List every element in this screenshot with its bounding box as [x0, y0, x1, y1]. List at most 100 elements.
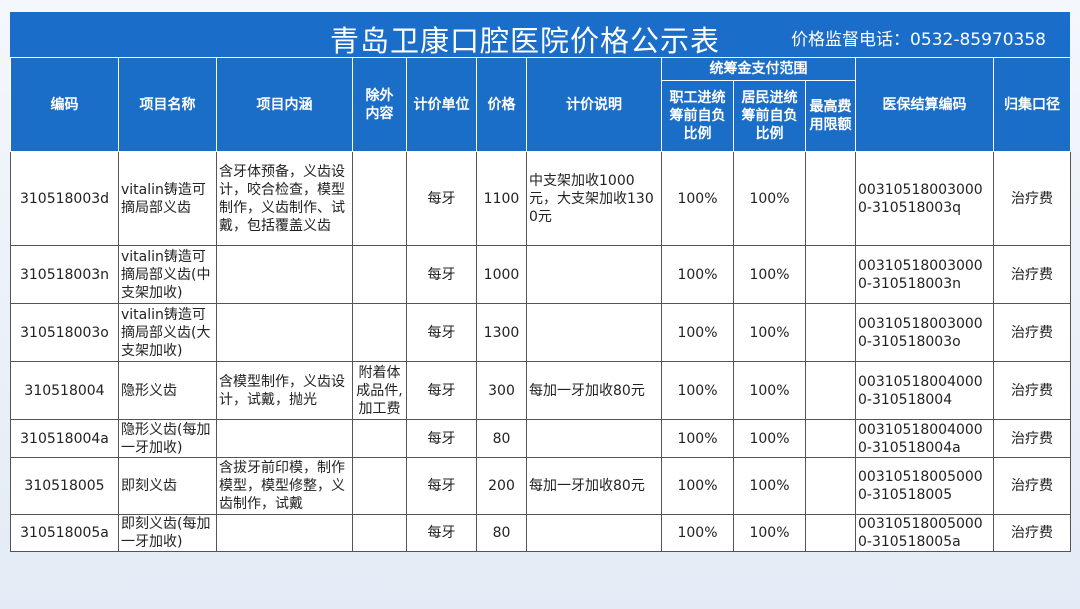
cell: 100% — [733, 457, 806, 515]
title: 青岛卫康口腔医院价格公示表 — [330, 24, 721, 58]
cell: 每加一牙加收80元 — [526, 361, 662, 420]
table-row: 310518003o vitalin铸造可摘局部义齿(大支架加收) 每牙 1300 10… — [10, 303, 1071, 362]
cell: 100% — [733, 514, 806, 552]
table-row: 310518005a 即刻义齿(每加一牙加收) 每牙 80 100% 100% 003105… — [10, 514, 1071, 552]
column-header: 归集口径 — [993, 57, 1071, 152]
column-header: 职工进统筹前自负比例 — [661, 80, 734, 152]
cell: 每加一牙加收80元 — [526, 457, 662, 515]
column-header: 计价说明 — [526, 57, 662, 152]
table-row: 310518003n vitalin铸造可摘局部义齿(中支架加收) 每牙 1000 10… — [10, 245, 1071, 304]
price-table: 编码 项目名称 项目内涵 除外内容 计价单位 价格 计价说明 统筹金支付范围 医保结算编码 归集口… — [10, 57, 1071, 552]
cell: 100% — [661, 245, 734, 304]
header-row: 职工进统筹前自负比例 居民进统筹前自负比例 最高费用限额 — [11, 80, 1071, 152]
cell: 100% — [661, 361, 734, 420]
table-row: 310518005 即刻义齿 含拔牙前印模，制作模型，模型修整，义齿制作，试戴 每牙 2… — [10, 457, 1071, 515]
cell: 含牙体预备，义齿设计，咬合检查，模型制作，义齿制作、试戴，包括覆盖义齿 — [216, 151, 353, 246]
cell — [352, 419, 407, 458]
cell: 治疗费 — [993, 151, 1071, 246]
cell: 100% — [733, 303, 806, 362]
cell: 隐形义齿 — [118, 361, 217, 420]
cell — [526, 303, 662, 362]
cell: 100% — [733, 419, 806, 458]
cell — [352, 303, 407, 362]
cell: 每牙 — [406, 303, 477, 362]
cell — [216, 303, 353, 362]
cell — [216, 514, 353, 552]
cell: 1100 — [476, 151, 527, 246]
cell: 含拔牙前印模，制作模型，模型修整，义齿制作，试戴 — [216, 457, 353, 515]
cell: 含模型制作，义齿设计，试戴，抛光 — [216, 361, 353, 420]
header-row: 编码 项目名称 项目内涵 除外内容 计价单位 价格 计价说明 统筹金支付范围 医保结算编码 归集口… — [10, 57, 1071, 152]
cell: 100% — [661, 514, 734, 552]
cell: 100% — [661, 419, 734, 458]
cell: 100% — [733, 361, 806, 420]
cell — [526, 245, 662, 304]
cell: 100% — [661, 303, 734, 362]
cell: 1300 — [476, 303, 527, 362]
cell: 即刻义齿 — [118, 457, 217, 515]
cell: vitalin铸造可摘局部义齿(大支架加收) — [118, 303, 217, 362]
cell — [805, 514, 856, 552]
cell: 1000 — [476, 245, 527, 304]
column-header: 计价单位 — [406, 57, 477, 152]
cell: 003105180040000-310518004 — [855, 361, 994, 420]
cell: 310518005a — [10, 514, 119, 552]
cell: 隐形义齿(每加一牙加收) — [118, 419, 217, 458]
table-row: 310518004a 隐形义齿(每加一牙加收) 每牙 80 100% 100% 003105… — [10, 419, 1071, 458]
cell: 100% — [661, 457, 734, 515]
column-header: 编码 — [10, 57, 119, 152]
cell — [805, 361, 856, 420]
cell: 003105180030000-310518003n — [855, 245, 994, 304]
column-header: 居民进统筹前自负比例 — [733, 80, 806, 152]
cell: 每牙 — [406, 151, 477, 246]
column-header: 项目内涵 — [216, 57, 353, 152]
cell — [352, 457, 407, 515]
cell: 003105180050000-310518005 — [855, 457, 994, 515]
cell: 治疗费 — [993, 514, 1071, 552]
header-bar: 青岛卫康口腔医院价格公示表 价格监督电话：0532-85970358 — [10, 12, 1070, 58]
cell — [805, 151, 856, 246]
phone: 价格监督电话：0532-85970358 — [791, 30, 1046, 50]
cell: 每牙 — [406, 514, 477, 552]
cell: 每牙 — [406, 245, 477, 304]
cell: 003105180050000-310518005a — [855, 514, 994, 552]
column-header: 项目名称 — [118, 57, 217, 152]
cell: 310518003n — [10, 245, 119, 304]
cell — [352, 514, 407, 552]
cell: 100% — [733, 245, 806, 304]
cell: 治疗费 — [993, 361, 1071, 420]
cell: vitalin铸造可摘局部义齿(中支架加收) — [118, 245, 217, 304]
cell — [805, 419, 856, 458]
cell — [352, 245, 407, 304]
cell: vitalin铸造可摘局部义齿 — [118, 151, 217, 246]
cell — [526, 514, 662, 552]
cell: 310518004a — [10, 419, 119, 458]
group-header: 统筹金支付范围 — [661, 57, 856, 81]
cell: 治疗费 — [993, 245, 1071, 304]
cell: 310518005 — [10, 457, 119, 515]
table-row: 310518004 隐形义齿 含模型制作，义齿设计，试戴，抛光 附着体成品件,加工费每… — [10, 361, 1071, 420]
cell — [352, 151, 407, 246]
cell: 003105180030000-310518003o — [855, 303, 994, 362]
cell: 每牙 — [406, 419, 477, 458]
cell — [805, 303, 856, 362]
cell — [805, 457, 856, 515]
cell: 310518003d — [10, 151, 119, 246]
cell: 003105180030000-310518003q — [855, 151, 994, 246]
column-header: 除外内容 — [352, 57, 407, 152]
cell: 治疗费 — [993, 303, 1071, 362]
cell: 100% — [661, 151, 734, 246]
cell: 80 — [476, 514, 527, 552]
cell: 每牙 — [406, 361, 477, 420]
column-header: 医保结算编码 — [855, 57, 994, 152]
cell — [805, 245, 856, 304]
column-header: 价格 — [476, 57, 527, 152]
cell — [216, 245, 353, 304]
cell: 治疗费 — [993, 457, 1071, 515]
cell: 300 — [476, 361, 527, 420]
cell: 310518004 — [10, 361, 119, 420]
table-row: 310518003d vitalin铸造可摘局部义齿 含牙体预备，义齿设计，咬合检查… — [10, 151, 1071, 246]
cell: 附着体成品件,加工费 — [352, 361, 407, 420]
cell: 003105180040000-310518004a — [855, 419, 994, 458]
